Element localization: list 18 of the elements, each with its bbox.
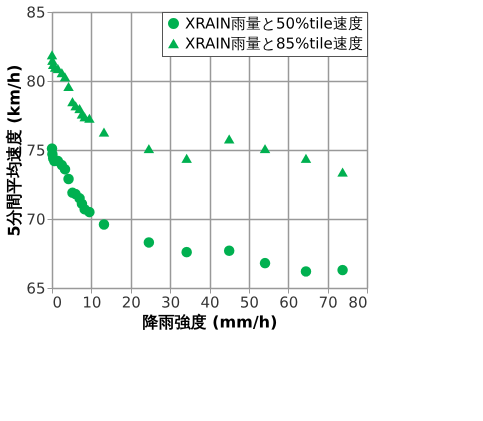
x-tick-label: 20	[122, 294, 141, 312]
x-tick-label: 40	[200, 294, 220, 312]
x-tick-label: 30	[161, 294, 180, 312]
legend-label: XRAIN雨量と85%tile速度	[185, 34, 363, 52]
y-tick-label: 70	[26, 210, 46, 228]
y-tick-label: 75	[26, 142, 46, 160]
x-tick-label: 10	[82, 294, 102, 312]
legend-label: XRAIN雨量と50%tile速度	[185, 14, 363, 32]
y-tick-label: 65	[26, 280, 46, 298]
x-tick-label: 80	[348, 294, 368, 312]
x-tick-label: 0	[52, 294, 62, 312]
x-tick-label: 70	[318, 294, 338, 312]
y-tick-label: 85	[26, 4, 46, 22]
y-tick-label: 80	[26, 72, 46, 90]
x-tick-label: 60	[279, 294, 298, 312]
y-axis-title: 5分間平均速度 (km/h)	[4, 64, 24, 236]
x-axis-title: 降雨強度 (mm/h)	[142, 312, 278, 332]
x-tick-label: 50	[240, 294, 259, 312]
